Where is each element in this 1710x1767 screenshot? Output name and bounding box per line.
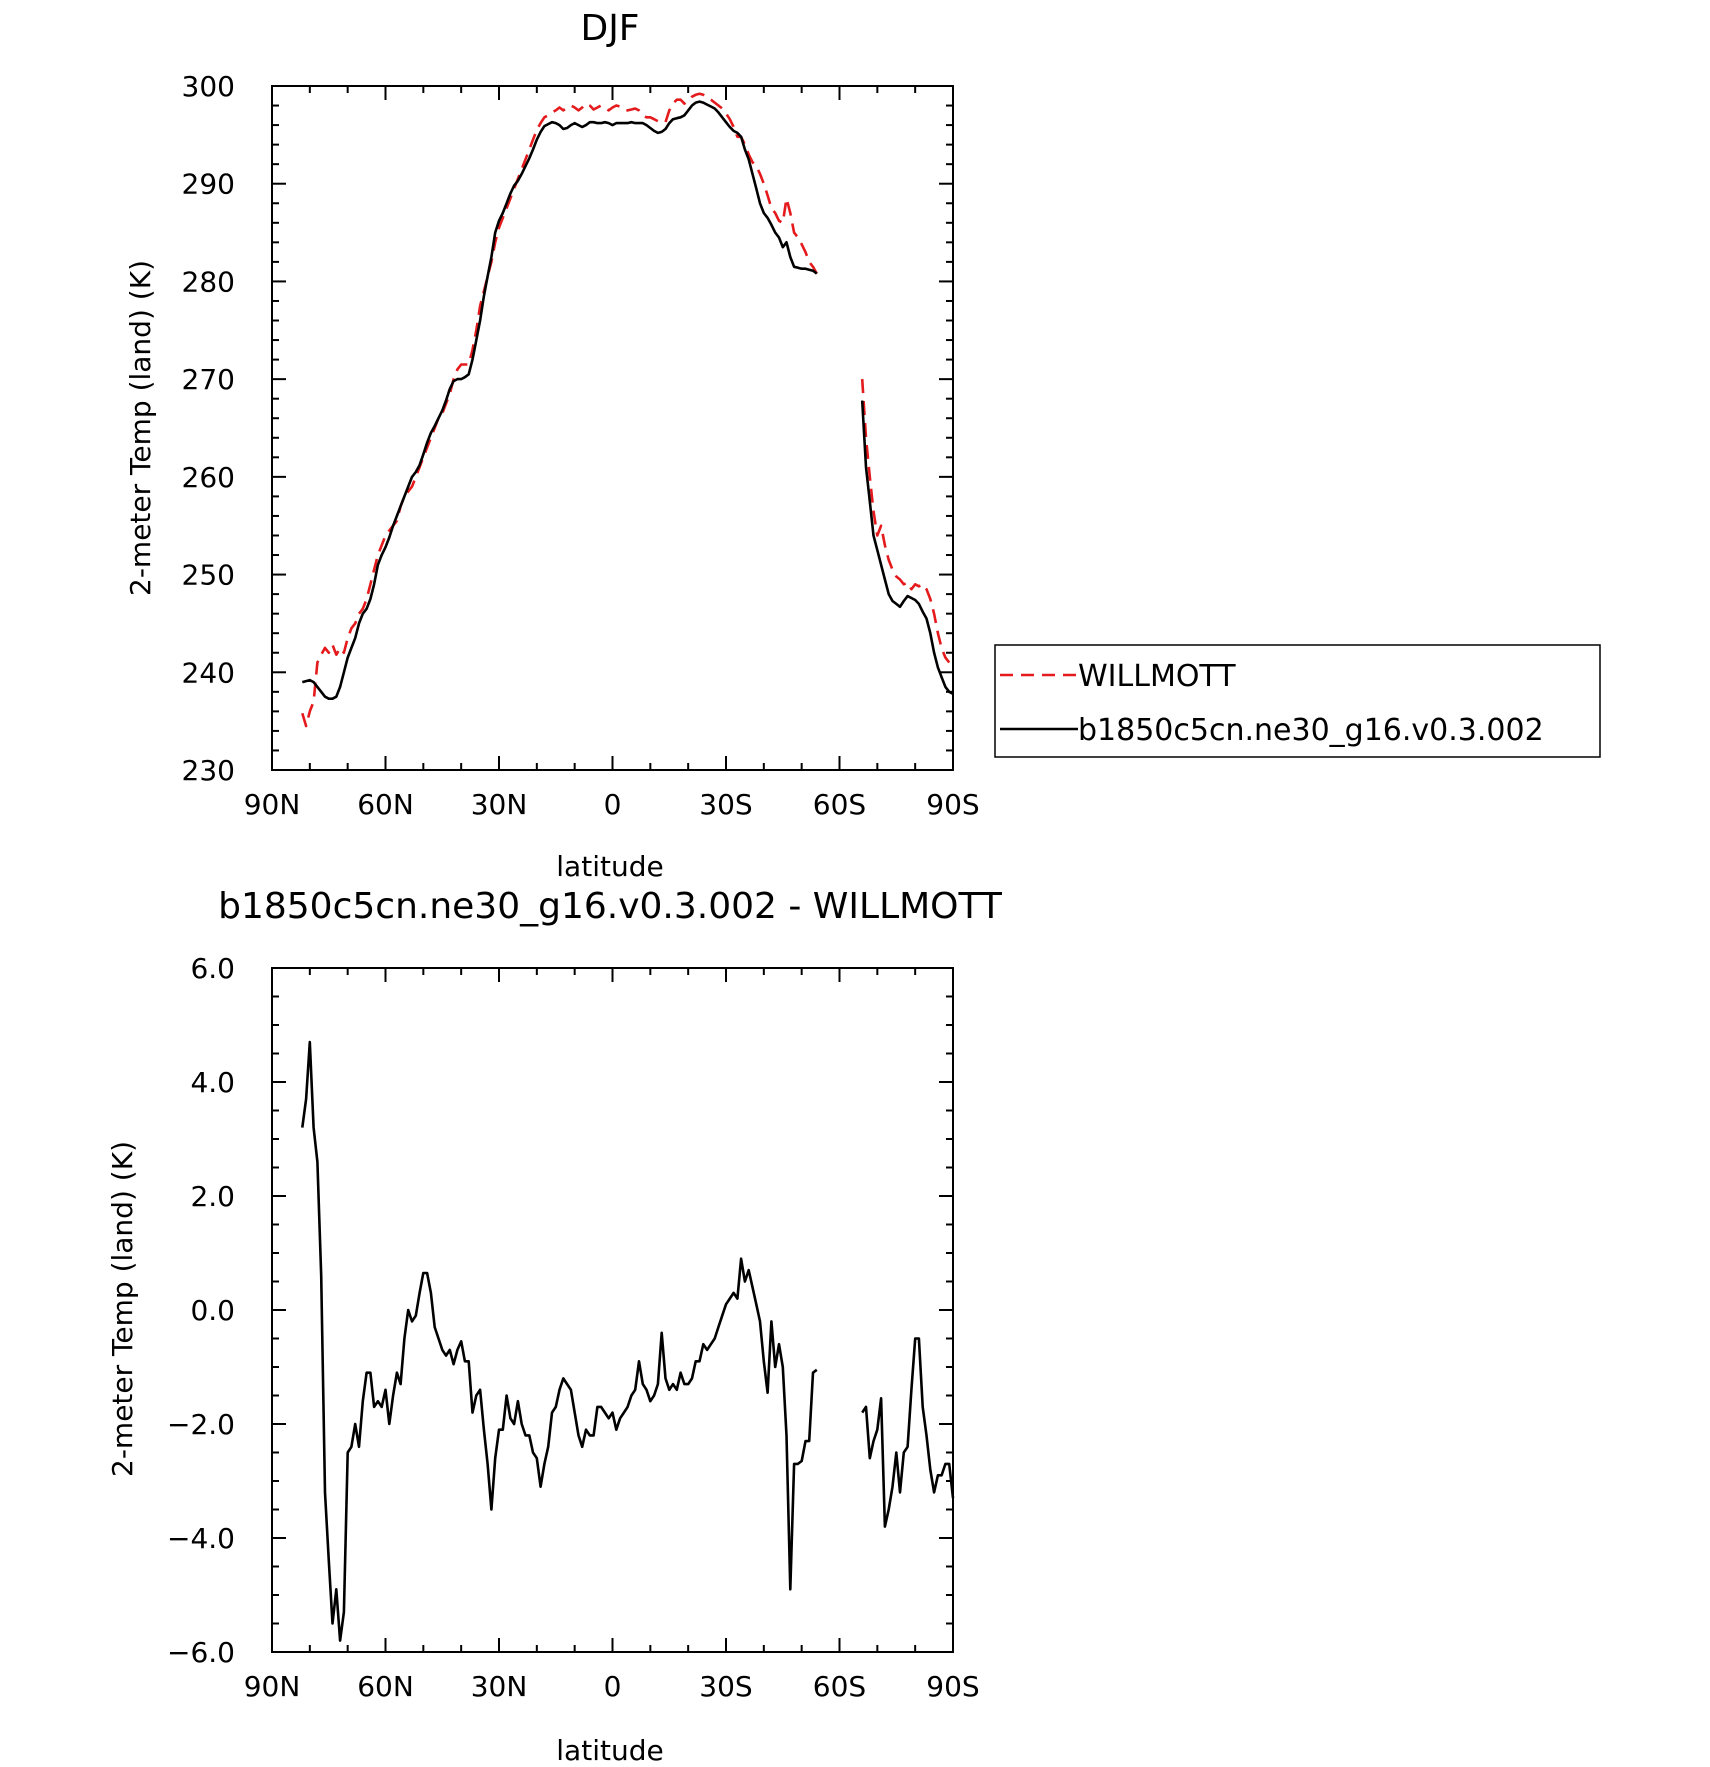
x-tick-label: 90N xyxy=(244,1670,301,1703)
plot-area: 90N 60N 30N 0 30S 60S 90S 6.0 4.0 2.0 0.0 −2.0 −4.0 −… xyxy=(167,952,980,1703)
x-tick-label: 30S xyxy=(699,1670,752,1703)
x-axis-title: latitude xyxy=(556,850,663,883)
y-tick-label: 6.0 xyxy=(190,952,235,985)
y-tick-label: 4.0 xyxy=(190,1066,235,1099)
x-tick-label: 0 xyxy=(604,788,622,821)
x-tick-label: 30S xyxy=(699,788,752,821)
x-tick-label: 60N xyxy=(357,1670,414,1703)
series-line-0-segment-0 xyxy=(301,92,818,728)
series-line-0-segment-1 xyxy=(861,1337,955,1528)
y-tick-label: 240 xyxy=(182,656,235,689)
series-line-1-segment-1 xyxy=(860,400,954,695)
x-tick-label: 90N xyxy=(244,788,301,821)
y-tick-label: −6.0 xyxy=(167,1636,235,1669)
legend-label-model: b1850c5cn.ne30_g16.v0.3.002 xyxy=(1078,713,1544,748)
series-line-0-segment-0 xyxy=(301,1040,818,1642)
x-tick-label: 90S xyxy=(926,1670,979,1703)
plot-frame xyxy=(271,967,954,1653)
y-tick-label: 280 xyxy=(182,265,235,298)
x-tick-label: 30N xyxy=(471,1670,528,1703)
y-tick-label: 300 xyxy=(182,70,235,103)
x-tick-label: 0 xyxy=(604,1670,622,1703)
top-panel: DJF 90N 60N 30N 0 30S 60S 90S 300 290 280 270 260 25… xyxy=(124,8,1601,883)
y-axis-title: 2-meter Temp (land) (K) xyxy=(124,260,157,596)
y-tick-label: 260 xyxy=(182,461,235,494)
chart-title: DJF xyxy=(580,8,639,49)
plot-area: 90N 60N 30N 0 30S 60S 90S 300 290 280 270 260 250 240… xyxy=(182,70,980,821)
chart-title: b1850c5cn.ne30_g16.v0.3.002 - WILLMOTT xyxy=(218,886,1003,927)
series-line-1-segment-0 xyxy=(301,100,818,700)
x-tick-label: 30N xyxy=(471,788,528,821)
y-tick-label: −2.0 xyxy=(167,1408,235,1441)
legend: WILLMOTT b1850c5cn.ne30_g16.v0.3.002 xyxy=(994,644,1601,758)
bottom-panel: b1850c5cn.ne30_g16.v0.3.002 - WILLMOTT 9… xyxy=(106,886,1003,1767)
y-tick-label: 270 xyxy=(182,363,235,396)
y-tick-label: 230 xyxy=(182,754,235,787)
x-tick-label: 60N xyxy=(357,788,414,821)
y-tick-label: −4.0 xyxy=(167,1522,235,1555)
y-tick-label: 0.0 xyxy=(190,1294,235,1327)
y-tick-label: 290 xyxy=(182,168,235,201)
y-tick-label: 2.0 xyxy=(190,1180,235,1213)
legend-label-willmott: WILLMOTT xyxy=(1078,659,1236,694)
legend-box xyxy=(994,644,1601,758)
x-tick-label: 60S xyxy=(813,788,866,821)
x-axis-title: latitude xyxy=(556,1734,663,1767)
x-tick-label: 60S xyxy=(813,1670,866,1703)
plot-frame xyxy=(271,85,954,771)
x-tick-label: 90S xyxy=(926,788,979,821)
series-line-0-segment-1 xyxy=(860,379,951,664)
y-tick-label: 250 xyxy=(182,559,235,592)
y-axis-title: 2-meter Temp (land) (K) xyxy=(106,1141,139,1477)
